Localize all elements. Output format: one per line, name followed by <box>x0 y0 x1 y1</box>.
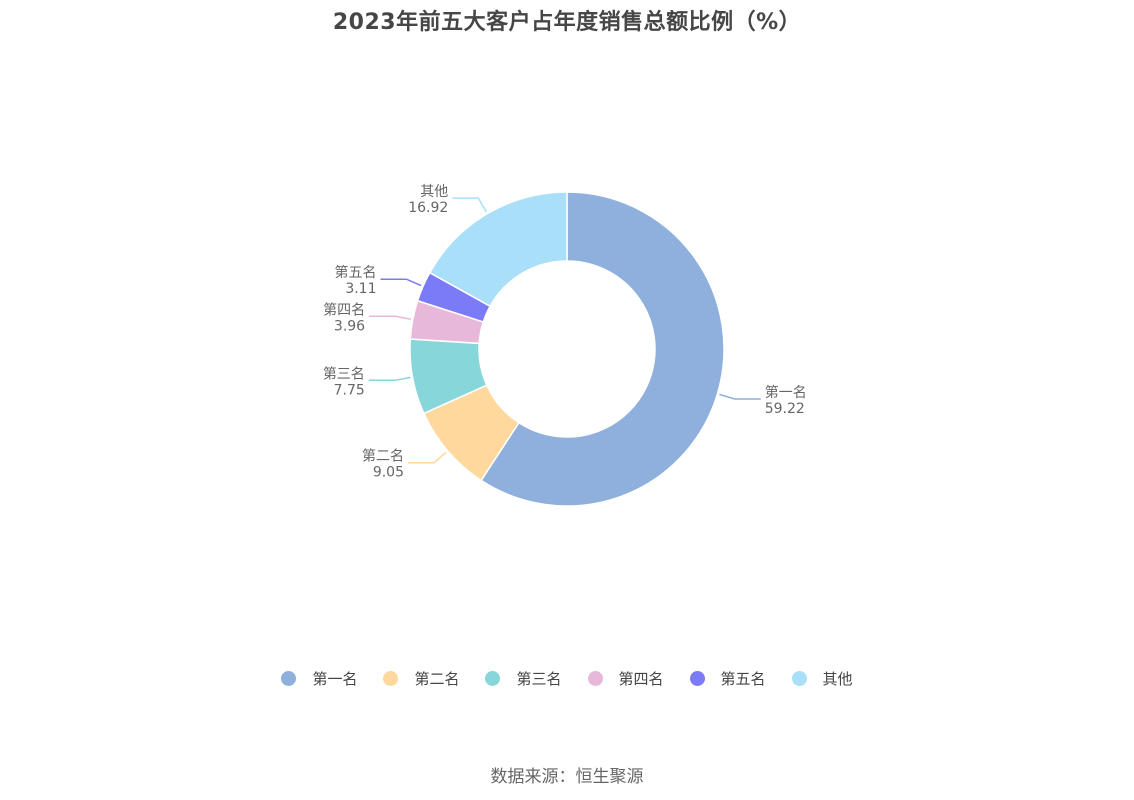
legend-item-6[interactable]: 其他 <box>791 668 853 689</box>
slice-label-value-6: 16.92 <box>408 200 448 216</box>
slice-label-name-5: 第五名 <box>335 264 377 281</box>
legend-marker-icon <box>689 671 705 686</box>
legend-label: 第五名 <box>720 670 766 688</box>
legend-item-5[interactable]: 第五名 <box>689 668 766 689</box>
legend-label: 第一名 <box>312 670 358 688</box>
chart-title: 2023年前五大客户占年度销售总额比例（%） <box>332 10 802 35</box>
legend-marker-icon <box>281 671 297 686</box>
slice-label-name-3: 第三名 <box>323 365 365 382</box>
slice-label-value-5: 3.11 <box>345 281 376 297</box>
legend-marker-icon <box>383 671 399 686</box>
slice-label-name-4: 第四名 <box>323 301 365 318</box>
slice-label-value-1: 59.22 <box>765 401 805 417</box>
legend-label: 其他 <box>822 670 853 688</box>
leader-line-2 <box>408 451 447 464</box>
slice-6[interactable] <box>428 191 568 308</box>
leader-line-4 <box>369 315 411 321</box>
legend-item-2[interactable]: 第二名 <box>383 668 459 689</box>
slice-label-name-2: 第二名 <box>362 448 404 465</box>
data-source: 数据来源：恒生聚源 <box>490 767 644 787</box>
leader-line-3 <box>368 376 411 382</box>
slice-1[interactable] <box>480 191 725 507</box>
legend-item-4[interactable]: 第四名 <box>587 668 664 689</box>
legend-marker-icon <box>587 671 603 686</box>
legend-label: 第二名 <box>414 670 460 688</box>
legend-marker-icon <box>485 671 501 686</box>
legend-item-3[interactable]: 第三名 <box>485 668 562 689</box>
leader-line-1 <box>719 393 761 400</box>
slice-label-value-4: 3.96 <box>334 318 365 334</box>
legend-marker-icon <box>791 671 807 686</box>
legend-label: 第四名 <box>618 670 664 688</box>
slice-label-name-1: 第一名 <box>765 384 807 401</box>
leader-line-5 <box>380 278 422 287</box>
leader-line-6 <box>452 197 488 213</box>
chart-legend: 第一名 第二名 第三名 第四名 第五名 其他 <box>0 668 1134 689</box>
legend-label: 第三名 <box>516 670 562 688</box>
slice-label-name-6: 其他 <box>420 184 448 200</box>
slice-label-value-2: 9.05 <box>373 465 404 481</box>
slice-label-value-3: 7.75 <box>334 382 365 398</box>
legend-item-1[interactable]: 第一名 <box>281 668 357 689</box>
